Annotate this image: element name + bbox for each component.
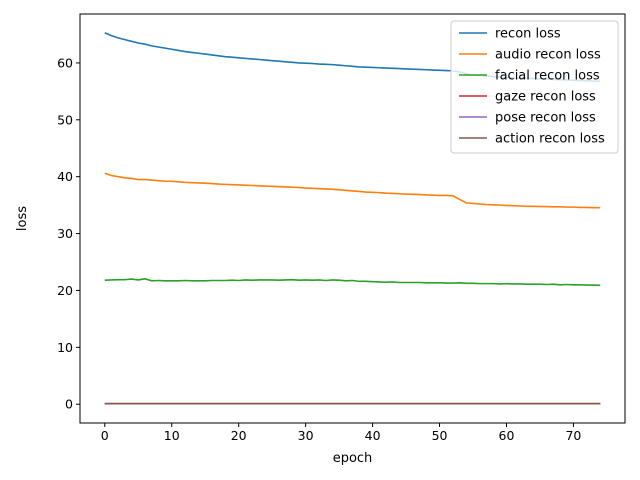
series-line-facial-recon-loss — [104, 277, 601, 287]
series-line-audio-recon-loss — [104, 172, 601, 209]
y-tick-label: 50 — [57, 112, 73, 127]
y-tick-label: 0 — [65, 397, 73, 412]
legend-entry-label: action recon loss — [495, 132, 605, 147]
y-tick-label: 10 — [57, 340, 73, 355]
x-tick-label: 0 — [101, 428, 109, 443]
y-tick-label: 30 — [57, 226, 73, 241]
x-axis-ticks: 0 10 20 30 40 50 60 70 — [101, 423, 581, 443]
x-tick-label: 50 — [432, 428, 448, 443]
legend-entry-label: pose recon loss — [495, 111, 596, 126]
x-axis-label: epoch — [333, 451, 373, 466]
legend-entry-label: gaze recon loss — [495, 90, 596, 105]
legend-entry-label: facial recon loss — [495, 69, 600, 84]
x-tick-label: 70 — [565, 428, 581, 443]
legend-entry-label: audio recon loss — [495, 48, 601, 63]
legend-entry-label: recon loss — [495, 27, 561, 42]
x-tick-label: 60 — [499, 428, 515, 443]
y-tick-label: 20 — [57, 283, 73, 298]
plot-frame — [79, 13, 626, 424]
y-axis-ticks: 0 10 20 30 40 50 60 — [57, 55, 80, 412]
x-tick-label: 30 — [298, 428, 314, 443]
x-tick-label: 10 — [164, 428, 180, 443]
y-tick-label: 60 — [57, 55, 73, 70]
x-tick-label: 20 — [231, 428, 247, 443]
series-layer — [104, 32, 601, 405]
x-tick-label: 40 — [365, 428, 381, 443]
legend-box — [450, 20, 619, 154]
y-axis-label: loss — [15, 206, 30, 231]
y-tick-label: 40 — [57, 169, 73, 184]
legend: recon loss audio recon loss facial recon l… — [450, 20, 619, 154]
